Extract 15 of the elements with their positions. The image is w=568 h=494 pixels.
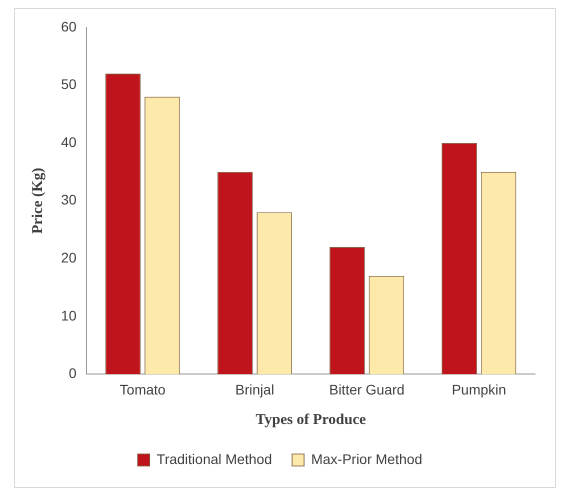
x-tick-label: Bitter Guard [329,381,405,398]
x-tick-label: Brinjal [235,381,274,398]
y-tick-label: 40 [60,134,77,150]
y-tick-label: 50 [60,76,77,92]
x-axis-title: Types of Produce [256,412,366,428]
legend-label: Traditional Method [156,450,272,467]
y-tick-label: 60 [60,18,77,34]
y-tick-label: 30 [60,192,77,208]
x-tick-label: Tomato [120,381,166,398]
y-tick-label: 0 [68,365,77,382]
y-tick-label: 20 [60,249,77,266]
x-tick-label: Pumpkin [452,381,506,398]
y-tick-label: 10 [60,307,77,324]
legend-label: Max-Prior Method [311,450,422,467]
y-axis-title: Price (Kg) [30,168,46,234]
